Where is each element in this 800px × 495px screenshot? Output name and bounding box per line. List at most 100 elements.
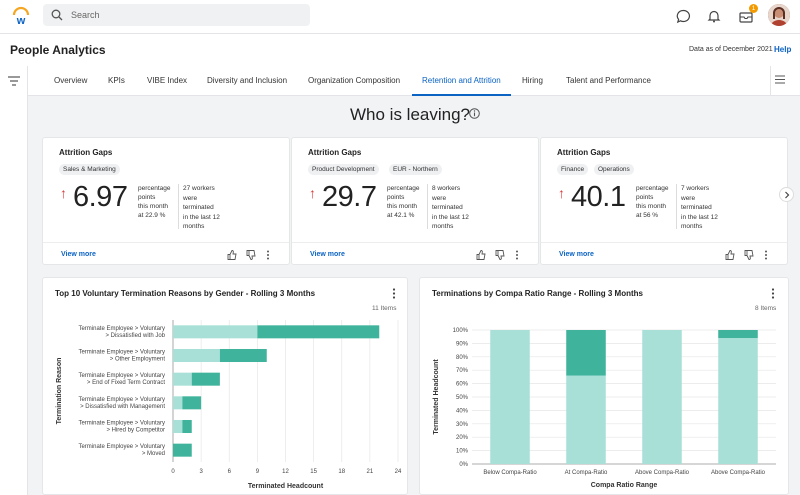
tab-retention-attrition[interactable]: Retention and Attrition (412, 66, 511, 96)
inbox-badge: 1 (749, 4, 758, 13)
y-category-label: Terminate Employee > Voluntary (78, 397, 165, 403)
info-icon[interactable] (469, 108, 480, 119)
view-more-link[interactable]: View more (61, 251, 96, 258)
more-options-icon[interactable] (515, 250, 519, 260)
item-count: 11 Items (372, 305, 397, 312)
tabs-divider (770, 66, 771, 96)
filter-icon[interactable] (8, 76, 20, 86)
x-axis-title: Compa Ratio Range (591, 482, 658, 489)
filter-chip[interactable]: Operations (594, 164, 634, 175)
y-tick-label: 100% (453, 328, 469, 334)
view-more-link[interactable]: View more (310, 251, 345, 258)
gap-unit-text: percentage points this month at 22.9 % (138, 185, 171, 219)
y-tick-label: 50% (456, 395, 469, 401)
bar-segment (173, 396, 183, 410)
gap-unit-text: percentage points this month at 56 % (636, 185, 669, 219)
y-category-label: > Dissatisfied with Job (105, 333, 165, 339)
termination-reasons-chart: 0 3 6 9 12 15 18 21 24 Terminate Employee > Volun… (56, 320, 402, 490)
y-tick-label: 30% (456, 422, 469, 428)
y-category-label: Terminate Employee > Voluntary (78, 326, 165, 332)
filter-chip[interactable]: Finance (557, 164, 589, 175)
bar-segment (191, 372, 220, 386)
x-axis-title: Terminated Headcount (248, 483, 324, 490)
trend-up-arrow-icon: ↑ (309, 185, 316, 201)
bar-segment (718, 330, 758, 339)
x-tick-label: 24 (395, 469, 402, 475)
section-title: Who is leaving? (350, 105, 471, 124)
more-options-icon[interactable] (771, 288, 775, 299)
carousel-next-button[interactable] (779, 187, 794, 202)
more-options-icon[interactable] (392, 288, 396, 299)
x-tick-label: 21 (367, 469, 374, 475)
card-title: Attrition Gaps (59, 148, 113, 157)
divider (178, 184, 179, 229)
bar-segment (173, 325, 258, 339)
attrition-gap-value: 29.7 (322, 181, 377, 213)
top-bar: w 1 (0, 0, 800, 34)
workers-terminated-text: 7 workers were terminated in the last 12… (681, 185, 718, 230)
x-category-label: Above Compa-Ratio (711, 470, 766, 476)
x-tick-label: 3 (199, 469, 203, 475)
thumbs-down-icon[interactable] (495, 250, 505, 260)
thumbs-up-icon[interactable] (725, 250, 735, 260)
inbox-icon[interactable]: 1 (737, 4, 758, 25)
bar-segment (219, 348, 267, 363)
attrition-gap-value: 40.1 (571, 181, 626, 213)
bar-segment (490, 330, 530, 464)
tab-vibe-index[interactable]: VIBE Index (147, 76, 188, 85)
card-footer-divider (541, 242, 787, 243)
tab-hiring[interactable]: Hiring (522, 76, 543, 85)
bar-segment (566, 375, 606, 464)
bar-segment (182, 396, 202, 410)
bar-segment (642, 330, 682, 464)
bar-segment (182, 419, 192, 434)
panel-title: Top 10 Voluntary Termination Reasons by … (55, 289, 316, 298)
y-category-label: > Other Employment (110, 357, 166, 363)
view-more-link[interactable]: View more (559, 251, 594, 258)
compa-ratio-chart: 0% 10% 20% 30% 40% 50% 60% 70% 80% 90% 100% Below C… (433, 328, 776, 489)
tab-overview[interactable]: Overview (54, 76, 88, 85)
attrition-gap-card: Attrition Gaps Product Development EUR -… (291, 137, 539, 265)
card-title: Attrition Gaps (557, 148, 611, 157)
attrition-gap-value: 6.97 (73, 181, 128, 213)
chat-icon[interactable] (674, 7, 692, 25)
search-box[interactable] (43, 4, 310, 26)
list-view-icon[interactable] (775, 75, 785, 84)
thumbs-down-icon[interactable] (246, 250, 256, 260)
tab-talent-performance[interactable]: Talent and Performance (566, 76, 651, 85)
more-options-icon[interactable] (764, 250, 768, 260)
trend-up-arrow-icon: ↑ (60, 185, 67, 201)
bar-segment (173, 372, 192, 386)
y-category-label: Terminate Employee > Voluntary (78, 444, 165, 450)
tab-organization-composition[interactable]: Organization Composition (308, 76, 401, 85)
thumbs-up-icon[interactable] (227, 250, 237, 260)
tab-kpis[interactable]: KPIs (108, 76, 125, 85)
bar-segment (257, 325, 380, 339)
notifications-bell-icon[interactable] (705, 7, 723, 25)
x-tick-label: 15 (310, 469, 317, 475)
help-link[interactable]: Help (774, 45, 792, 54)
y-category-label: > Hired by Competitor (106, 428, 165, 434)
bar-segment (718, 338, 758, 464)
y-tick-label: 70% (456, 368, 469, 374)
user-avatar[interactable] (768, 4, 790, 26)
y-category-label: Terminate Employee > Voluntary (78, 373, 165, 379)
termination-reasons-panel: Top 10 Voluntary Termination Reasons by … (42, 277, 408, 495)
y-tick-label: 10% (456, 449, 469, 455)
search-input[interactable] (71, 10, 291, 20)
item-count: 8 Items (755, 305, 777, 312)
thumbs-up-icon[interactable] (476, 250, 486, 260)
tab-bar: Overview KPIs VIBE Index Diversity and I… (28, 66, 800, 96)
filter-chip[interactable]: Sales & Marketing (59, 164, 120, 175)
workday-logo-icon[interactable]: w (11, 6, 31, 26)
thumbs-down-icon[interactable] (744, 250, 754, 260)
y-axis-title: Terminated Headcount (433, 359, 440, 435)
more-options-icon[interactable] (266, 250, 270, 260)
card-footer-divider (43, 242, 289, 243)
tab-diversity-inclusion[interactable]: Diversity and Inclusion (207, 76, 288, 85)
filter-chip[interactable]: Product Development (308, 164, 379, 175)
x-tick-label: 18 (338, 469, 345, 475)
panel-title: Terminations by Compa Ratio Range - Roll… (432, 289, 643, 298)
side-panel (0, 66, 28, 495)
filter-chip[interactable]: EUR - Northern (389, 164, 442, 175)
